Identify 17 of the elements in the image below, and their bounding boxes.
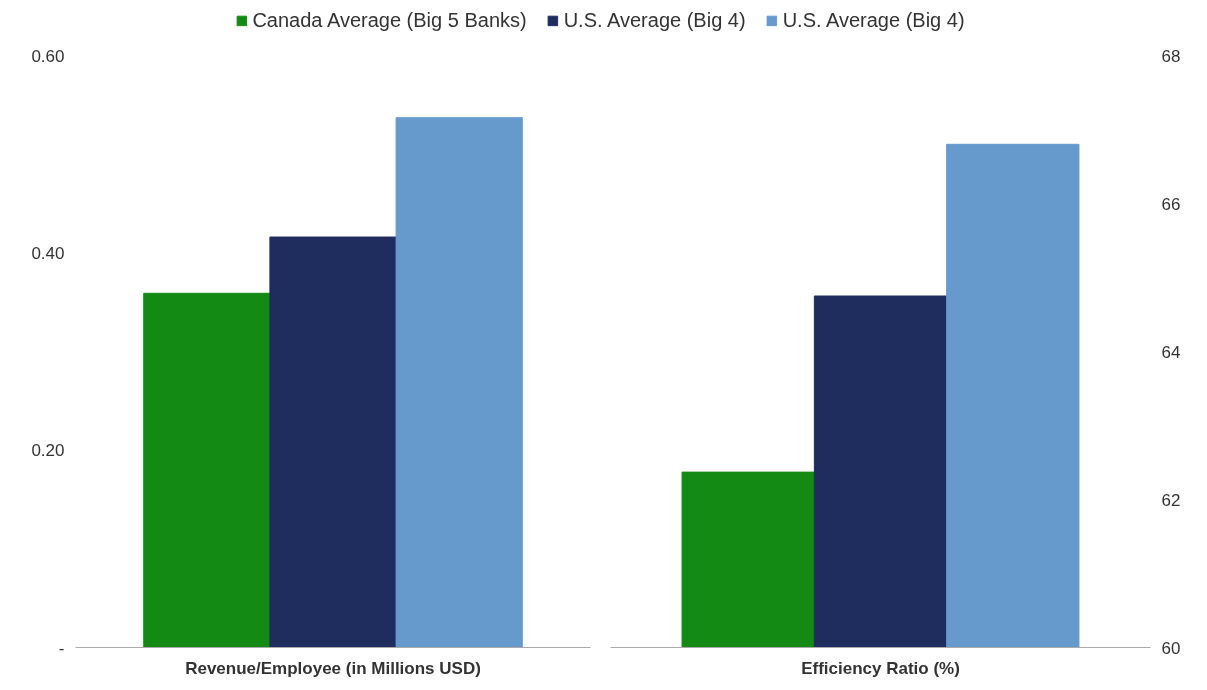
bar xyxy=(143,292,271,648)
legend-label: Canada Average (Big 5 Banks) xyxy=(252,8,527,32)
y-tick-label: 0.60 xyxy=(31,46,65,66)
y-tick-label: 66 xyxy=(1161,194,1181,214)
bar xyxy=(395,117,523,648)
y-tick-label: 0.20 xyxy=(31,441,65,461)
bar xyxy=(269,236,397,648)
y-tick-label: 60 xyxy=(1161,638,1181,658)
y-tick-label: 62 xyxy=(1161,490,1181,510)
y-tick-label: - xyxy=(58,638,65,658)
legend-label: U.S. Average (Big 4) xyxy=(782,8,965,32)
x-tick-label: Efficiency Ratio (%) xyxy=(801,658,960,678)
y-tick-label: 0.40 xyxy=(31,243,65,263)
y-tick-label: 68 xyxy=(1161,46,1181,66)
legend-label: U.S. Average (Big 4) xyxy=(563,8,746,32)
y-tick-label: 64 xyxy=(1161,342,1181,362)
x-tick-label: Revenue/Employee (in Millions USD) xyxy=(185,658,481,678)
